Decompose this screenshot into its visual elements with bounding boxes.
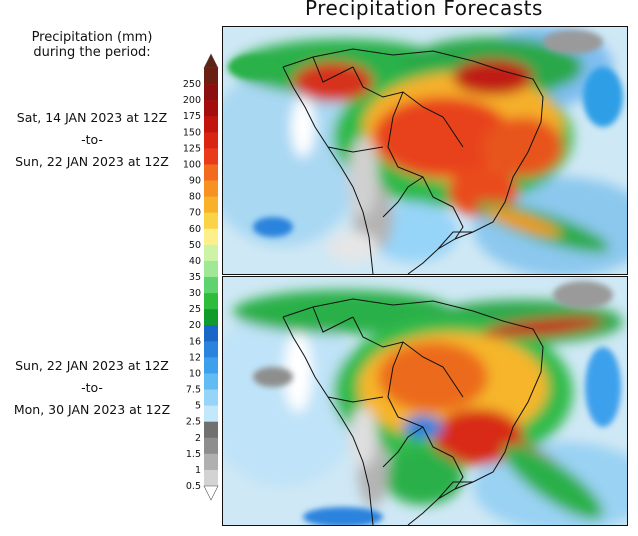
forecast-map-period-2 [222,276,628,526]
colorbar-swatch [204,244,218,262]
colorbar-label: 30 [189,288,201,299]
colorbar-label: 1 [195,465,201,476]
colorbar-label: 80 [189,192,201,203]
colorbar-label: 250 [183,79,201,90]
colorbar-swatch [204,148,218,165]
colorbar-top-arrow [203,53,219,69]
colorbar-swatch [204,228,218,246]
colorbar-swatch [204,212,218,230]
period-2-label: Sun, 22 JAN 2023 at 12Z -to- Mon, 30 JAN… [4,355,180,421]
legend-heading-line-2: during the period: [33,45,151,60]
colorbar-swatch [204,421,218,439]
colorbar-label: 35 [189,272,201,283]
colorbar-graphic: 2502001751501251009080706050403530252016… [183,53,219,501]
colorbar-swatch [204,341,218,358]
colorbar-swatch [204,84,218,101]
colorbar-label: 0.5 [186,481,201,492]
colorbar-bottom-arrow [203,485,219,501]
colorbar-label: 10 [189,368,201,379]
colorbar-label: 2 [195,433,201,444]
period-1-separator: -to- [81,132,103,147]
colorbar-label: 25 [189,304,201,315]
colorbar-swatch [204,453,218,471]
colorbar-swatch [204,164,218,181]
colorbar-swatch [204,357,218,374]
colorbar-label: 40 [189,256,201,267]
colorbar-swatch [204,437,218,455]
colorbar-label: 70 [189,208,201,219]
colorbar-swatch [204,373,218,390]
colorbar-swatch [204,277,218,294]
colorbar-swatch [204,260,218,278]
colorbar-label: 175 [183,111,201,122]
colorbar-swatch [204,325,218,342]
colorbar-label: 2.5 [186,417,201,428]
colorbar-label: 5 [195,401,201,412]
period-1-end: Sun, 22 JAN 2023 at 12Z [15,154,169,169]
colorbar-label: 60 [189,224,201,235]
colorbar-swatch [204,196,218,213]
colorbar-label: 100 [183,159,201,170]
colorbar-label: 1.5 [186,449,201,460]
colorbar-swatch [204,405,218,422]
colorbar-swatch [204,100,218,117]
legend-heading-line-1: Precipitation (mm) [31,30,153,45]
colorbar-swatch [204,132,218,149]
period-1-label: Sat, 14 JAN 2023 at 12Z -to- Sun, 22 JAN… [4,107,180,173]
precipitation-colorbar: 250 200 175 150 125 100 90 80 70 60 50 40 35 30 25 20 16… [170,50,220,510]
period-1-start: Sat, 14 JAN 2023 at 12Z [16,110,168,125]
map-1-graphic [223,27,627,274]
colorbar-label: 150 [183,127,201,138]
colorbar-swatch [204,309,218,326]
forecast-map-period-1 [222,26,628,275]
colorbar-label: 90 [189,176,201,187]
colorbar-swatch [204,180,218,197]
period-2-separator: -to- [81,380,103,395]
colorbar-label: 200 [183,95,201,106]
colorbar-swatch [204,389,218,406]
period-2-end: Mon, 30 JAN 2023 at 12Z [13,402,171,417]
colorbar-label: 50 [189,240,201,251]
colorbar-label: 16 [189,336,201,347]
map-2-graphic [223,277,627,525]
colorbar-swatch [204,469,218,487]
colorbar-label: 20 [189,320,201,331]
colorbar-label: 7.5 [186,385,201,396]
colorbar-label: 12 [189,352,201,363]
colorbar-label: 125 [183,143,201,154]
colorbar-swatch [204,68,218,85]
legend-heading: Precipitation (mm) during the period: [8,30,176,60]
period-2-start: Sun, 22 JAN 2023 at 12Z [15,358,169,373]
page-title: Precipitation Forecasts [305,0,543,20]
colorbar-swatch [204,116,218,133]
colorbar-swatch [204,293,218,310]
